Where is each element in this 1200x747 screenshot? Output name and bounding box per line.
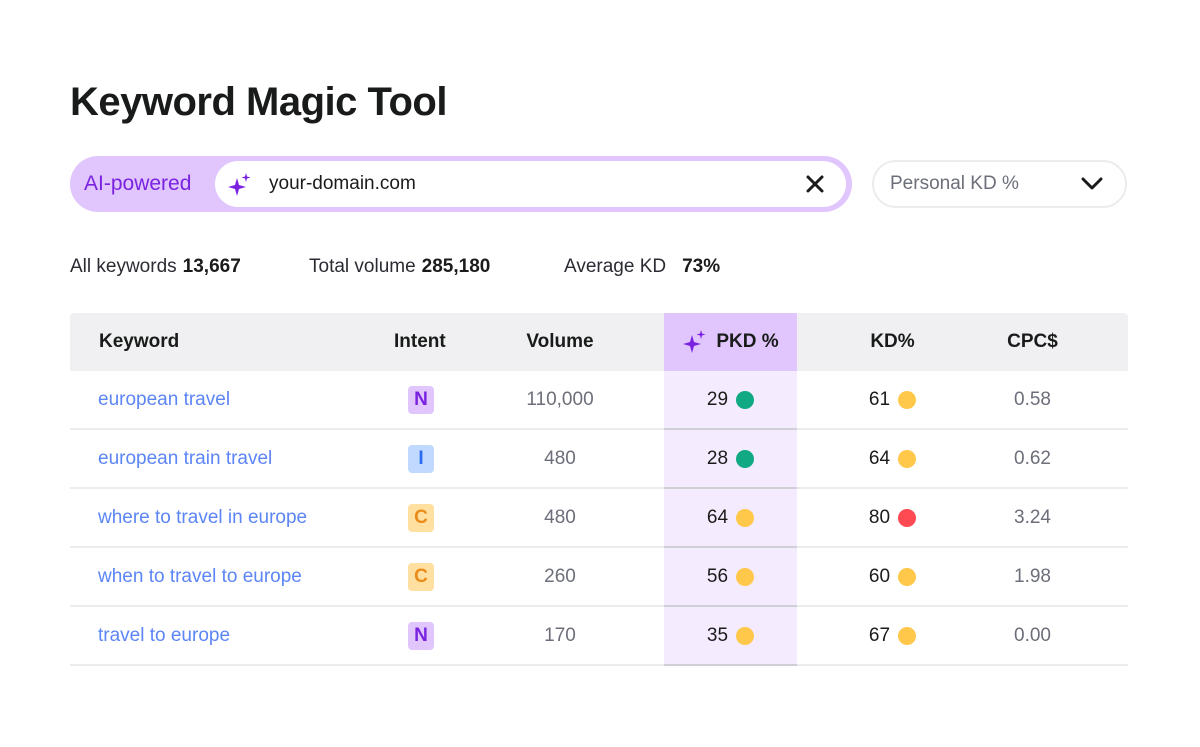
table-row: european train travel I 480 28 64 0.62 xyxy=(70,430,1128,489)
difficulty-dot-icon xyxy=(736,508,755,527)
pkd-column-highlight xyxy=(664,489,797,548)
difficulty-dot-icon xyxy=(898,626,917,645)
header-cpc[interactable]: CPC$ xyxy=(1007,331,1058,352)
header-pkd-label: PKD % xyxy=(716,331,779,352)
table-row: where to travel in europe C 480 64 80 3.… xyxy=(70,489,1128,548)
stat-all-keywords: All keywords 13,667 xyxy=(70,256,241,278)
difficulty-dot-icon xyxy=(736,567,755,586)
stat-label: All keywords xyxy=(70,256,177,277)
kd-value: 61 xyxy=(868,388,891,410)
cpc-value: 0.00 xyxy=(1014,624,1051,646)
cpc-value: 3.24 xyxy=(1014,506,1051,528)
cpc-value: 1.98 xyxy=(1014,565,1051,587)
difficulty-dot-icon xyxy=(736,449,755,468)
chevron-down-icon xyxy=(1081,177,1103,190)
pkd-cell: 29 xyxy=(664,371,797,428)
stat-average-kd: Average KD 73% xyxy=(564,256,720,278)
kd-cell: 60 xyxy=(830,548,955,605)
table-row: european travel N 110,000 29 61 0.58 xyxy=(70,371,1128,430)
cpc-value: 0.62 xyxy=(1014,447,1051,469)
stat-label: Total volume xyxy=(309,256,416,277)
difficulty-dot-icon xyxy=(736,626,755,645)
kd-cell: 80 xyxy=(830,489,955,546)
kd-value: 64 xyxy=(868,447,891,469)
intent-badge: C xyxy=(408,504,434,532)
cpc-value: 0.58 xyxy=(1014,388,1051,410)
volume-value: 110,000 xyxy=(526,388,594,410)
header-pkd[interactable]: PKD % xyxy=(664,313,797,371)
pkd-cell: 35 xyxy=(664,607,797,664)
pkd-value: 29 xyxy=(706,388,729,410)
table-row: when to travel to europe C 260 56 60 1.9… xyxy=(70,548,1128,607)
kd-cell: 64 xyxy=(830,430,955,487)
header-volume[interactable]: Volume xyxy=(526,331,594,352)
difficulty-dot-icon xyxy=(898,567,917,586)
search-query[interactable]: your-domain.com xyxy=(269,173,416,194)
intent-badge: N xyxy=(408,622,434,650)
difficulty-dot-icon xyxy=(898,449,917,468)
pkd-value: 28 xyxy=(706,447,729,469)
dropdown-selected: Personal KD % xyxy=(890,173,1019,194)
volume-value: 480 xyxy=(544,506,576,528)
difficulty-dot-icon xyxy=(898,390,917,409)
table-row: travel to europe N 170 35 67 0.00 xyxy=(70,607,1128,666)
keywords-table: Keyword Intent Volume PKD % KD% CPC$ eur… xyxy=(70,313,1128,666)
kd-cell: 61 xyxy=(830,371,955,428)
pkd-value: 64 xyxy=(706,506,729,528)
table-header: Keyword Intent Volume PKD % KD% CPC$ xyxy=(70,313,1128,371)
sparkle-icon xyxy=(683,330,706,353)
intent-badge: N xyxy=(408,386,434,414)
header-kd[interactable]: KD% xyxy=(870,331,915,352)
difficulty-dot-icon xyxy=(736,390,755,409)
keyword-link[interactable]: where to travel in europe xyxy=(98,506,308,528)
volume-value: 480 xyxy=(544,447,576,469)
keyword-link[interactable]: european train travel xyxy=(98,447,273,469)
kd-value: 80 xyxy=(868,506,891,528)
header-intent[interactable]: Intent xyxy=(394,331,446,352)
intent-badge: C xyxy=(408,563,434,591)
pkd-value: 56 xyxy=(706,565,729,587)
stat-label: Average KD xyxy=(564,256,667,277)
stat-value: 73% xyxy=(682,256,721,277)
intent-badge: I xyxy=(408,445,434,473)
pkd-column-highlight xyxy=(664,371,797,430)
pkd-cell: 56 xyxy=(664,548,797,605)
pkd-cell: 28 xyxy=(664,430,797,487)
search-input[interactable]: your-domain.com xyxy=(215,161,846,207)
pkd-column-highlight xyxy=(664,548,797,607)
pkd-cell: 64 xyxy=(664,489,797,546)
stat-total-volume: Total volume 285,180 xyxy=(309,256,490,278)
volume-value: 260 xyxy=(544,565,576,587)
header-keyword[interactable]: Keyword xyxy=(99,331,180,352)
volume-value: 170 xyxy=(544,624,576,646)
ai-powered-badge: AI-powered xyxy=(84,172,192,195)
kd-value: 60 xyxy=(868,565,891,587)
keyword-link[interactable]: travel to europe xyxy=(98,624,231,646)
sparkle-icon xyxy=(228,173,251,196)
keyword-link[interactable]: when to travel to europe xyxy=(98,565,302,587)
pkd-column-highlight xyxy=(664,430,797,489)
stat-value: 285,180 xyxy=(421,256,491,277)
page-title: Keyword Magic Tool xyxy=(70,80,447,124)
kd-type-dropdown[interactable]: Personal KD % xyxy=(872,160,1127,208)
kd-cell: 67 xyxy=(830,607,955,664)
kd-value: 67 xyxy=(868,624,891,646)
difficulty-dot-icon xyxy=(898,508,917,527)
pkd-column-highlight xyxy=(664,313,797,371)
stat-value: 13,667 xyxy=(182,256,241,277)
close-icon[interactable] xyxy=(804,173,826,195)
pkd-column-highlight xyxy=(664,607,797,666)
pkd-value: 35 xyxy=(706,624,729,646)
keyword-link[interactable]: european travel xyxy=(98,388,231,410)
search-bar: AI-powered your-domain.com xyxy=(70,156,852,212)
